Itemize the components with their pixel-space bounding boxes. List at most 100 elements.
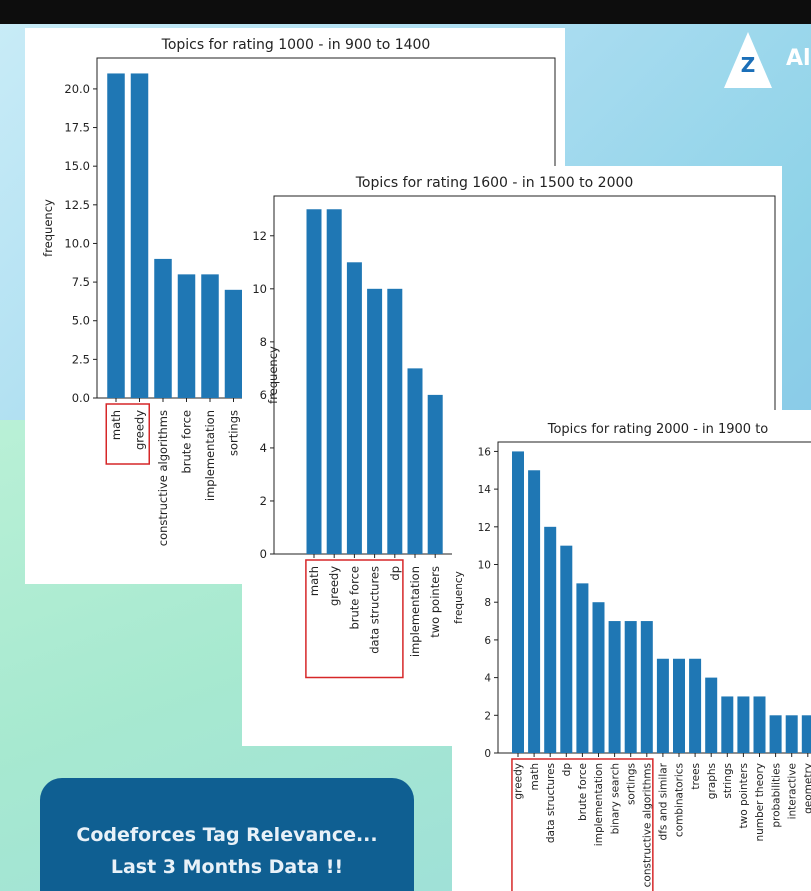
x-tick-label: data structures bbox=[545, 763, 557, 843]
y-tick-label: 12 bbox=[478, 522, 491, 534]
bar-combinatorics bbox=[673, 658, 685, 753]
bar-implementation bbox=[201, 274, 219, 398]
x-tick-label: constructive algorithms bbox=[156, 410, 170, 546]
bar-sortings bbox=[624, 621, 637, 753]
x-tick-label: two pointers bbox=[738, 763, 750, 829]
x-tick-label: trees bbox=[690, 763, 702, 790]
chart-rating-1600: Topics for rating 1600 - in 1500 to 2000… bbox=[252, 175, 776, 679]
x-tick-label: greedy bbox=[513, 763, 525, 800]
x-tick-label: sortings bbox=[625, 763, 637, 805]
bar-probabilities bbox=[769, 715, 782, 753]
y-tick-label: 7.5 bbox=[72, 275, 90, 289]
y-tick-label: 10.0 bbox=[64, 236, 90, 250]
y-tick-label: 15.0 bbox=[64, 159, 90, 173]
x-tick-label: graphs bbox=[706, 763, 718, 799]
x-tick-label: brute force bbox=[180, 410, 194, 474]
bar-sortings bbox=[224, 289, 243, 398]
bar-data-structures bbox=[544, 526, 557, 753]
x-tick-label: constructive algorithms bbox=[641, 763, 653, 887]
y-tick-label: 2 bbox=[260, 494, 267, 508]
chart-title: Topics for rating 2000 - in 1900 to bbox=[547, 422, 769, 437]
x-tick-label: implementation bbox=[408, 566, 422, 657]
z-logo-icon: Z bbox=[724, 32, 772, 88]
bar-brute-force bbox=[576, 583, 589, 753]
bar-greedy bbox=[512, 451, 524, 753]
x-tick-label: geometry bbox=[802, 763, 811, 814]
chart-title: Topics for rating 1600 - in 1500 to 2000 bbox=[355, 175, 634, 191]
x-tick-label: data structures bbox=[368, 566, 382, 654]
y-tick-label: 4 bbox=[484, 673, 491, 685]
caption-line-1: Codeforces Tag Relevance... bbox=[76, 824, 378, 846]
y-tick-label: 8 bbox=[484, 597, 491, 609]
bar-trees bbox=[689, 658, 702, 753]
y-tick-label: 2 bbox=[484, 710, 491, 722]
x-tick-label: math bbox=[307, 566, 321, 596]
chart-title: Topics for rating 1000 - in 900 to 1400 bbox=[161, 37, 431, 53]
y-tick-label: 2.5 bbox=[72, 352, 90, 366]
bar-dfs-and-similar bbox=[656, 658, 669, 753]
bar-number-theory bbox=[753, 696, 766, 753]
bar-implementation bbox=[407, 368, 423, 554]
y-tick-label: 20.0 bbox=[64, 82, 90, 96]
bar-brute-force bbox=[177, 274, 196, 398]
chart-rating-2000: Topics for rating 2000 - in 1900 to frequ… bbox=[453, 422, 811, 891]
x-tick-label: greedy bbox=[133, 410, 147, 450]
x-tick-label: probabilities bbox=[770, 763, 782, 828]
bar-math bbox=[528, 470, 541, 753]
bar-greedy bbox=[130, 73, 149, 399]
y-tick-label: 10 bbox=[478, 560, 491, 572]
x-tick-label: dp bbox=[388, 566, 402, 581]
bar-two-pointers bbox=[737, 696, 750, 753]
x-tick-label: math bbox=[529, 763, 541, 790]
bar-geometry bbox=[801, 715, 811, 753]
bar-constructive-algorithms bbox=[154, 258, 172, 398]
y-axis-label: frequency bbox=[453, 571, 465, 624]
x-tick-label: greedy bbox=[327, 566, 341, 606]
logo-letter: Z bbox=[741, 53, 756, 77]
x-tick-label: math bbox=[109, 410, 123, 440]
x-tick-label: brute force bbox=[347, 566, 361, 630]
x-tick-label: two pointers bbox=[428, 566, 442, 638]
caption-line-2: Last 3 Months Data !! bbox=[110, 856, 344, 878]
y-tick-label: 10 bbox=[252, 282, 267, 296]
bar-math bbox=[306, 209, 322, 554]
y-tick-label: 16 bbox=[478, 446, 492, 458]
highlight-box bbox=[305, 559, 404, 679]
bar-dp bbox=[387, 288, 403, 554]
bar-two-pointers bbox=[427, 394, 443, 554]
logo-text: Al bbox=[786, 46, 811, 71]
x-tick-label: implementation bbox=[203, 410, 217, 501]
y-tick-label: 14 bbox=[478, 484, 492, 496]
x-tick-label: brute force bbox=[577, 763, 589, 821]
y-tick-label: 0 bbox=[484, 748, 491, 760]
bar-math bbox=[107, 73, 125, 399]
x-tick-label: interactive bbox=[786, 763, 798, 819]
y-tick-label: 12.5 bbox=[64, 198, 90, 212]
chart-panel-rating-2000: Topics for rating 2000 - in 1900 to frequ… bbox=[452, 410, 811, 891]
bar-brute-force bbox=[346, 262, 362, 554]
x-tick-label: combinatorics bbox=[674, 763, 686, 837]
y-tick-label: 0 bbox=[260, 547, 267, 561]
chart-rating-1000: Topics for rating 1000 - in 900 to 1400 f… bbox=[41, 37, 556, 546]
x-tick-label: binary search bbox=[609, 763, 621, 834]
x-tick-label: dp bbox=[561, 763, 573, 777]
bar-greedy bbox=[326, 209, 342, 554]
y-tick-label: 6 bbox=[260, 388, 267, 402]
y-tick-label: 4 bbox=[260, 441, 267, 455]
y-tick-label: 0.0 bbox=[72, 391, 90, 405]
bar-strings bbox=[721, 696, 734, 753]
bar-binary-search bbox=[608, 621, 621, 753]
highlight-box bbox=[105, 403, 150, 465]
x-tick-label: sortings bbox=[227, 410, 241, 456]
x-tick-label: dfs and similar bbox=[658, 762, 670, 840]
x-tick-label: strings bbox=[722, 763, 734, 799]
y-axis-label: frequency bbox=[41, 199, 55, 257]
bar-constructive-algorithms bbox=[640, 621, 653, 753]
bar-graphs bbox=[705, 677, 718, 753]
y-tick-label: 6 bbox=[484, 635, 491, 647]
y-axis-label: frequency bbox=[266, 346, 280, 404]
x-tick-label: number theory bbox=[754, 763, 766, 842]
caption-box: Codeforces Tag Relevance... Last 3 Month… bbox=[40, 778, 414, 891]
bar-dp bbox=[560, 545, 573, 753]
top-bar bbox=[0, 0, 811, 24]
